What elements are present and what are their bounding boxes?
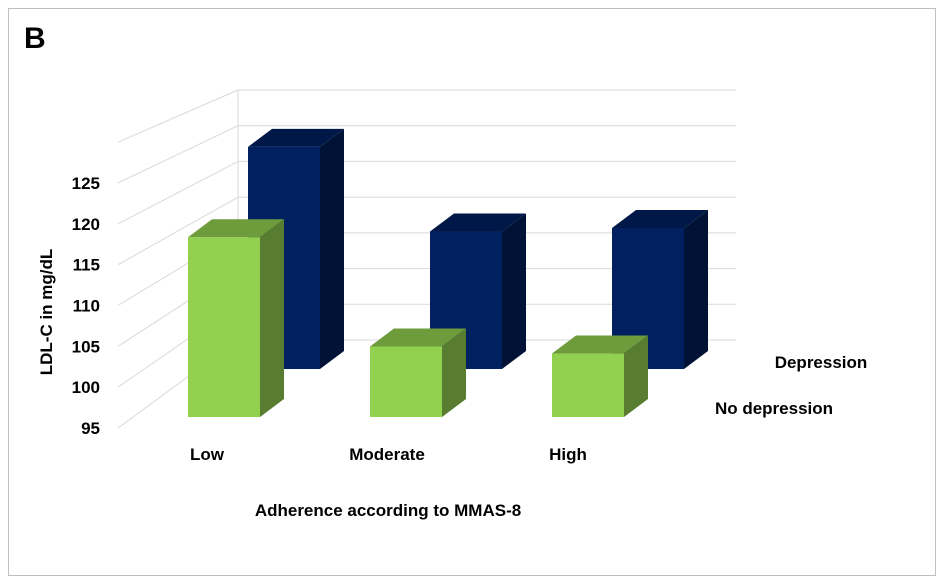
y-tick-label: 100 (72, 378, 100, 397)
gridline (117, 89, 239, 143)
chart-frame (8, 8, 936, 576)
x-tick-label: Moderate (349, 445, 425, 464)
series-label-no-depression: No depression (715, 399, 833, 418)
y-axis-label: LDL-C in mg/dL (37, 249, 56, 376)
bar-depression-high (612, 210, 708, 369)
x-axis-ticks: Low Moderate High (190, 445, 587, 464)
gridline (117, 160, 239, 225)
series-labels: Depression No depression (715, 353, 867, 418)
x-axis-label: Adherence according to MMAS-8 (255, 501, 521, 520)
x-tick-label: Low (190, 445, 225, 464)
gridline (117, 125, 239, 184)
bar-no-depression-low (188, 219, 284, 417)
gridline (117, 196, 239, 266)
depression-bars (248, 128, 708, 369)
panel-label: B (24, 22, 46, 55)
x-tick-label: High (549, 445, 587, 464)
y-tick-label: 110 (73, 297, 100, 316)
y-tick-label: 95 (81, 419, 100, 438)
y-tick-label: 105 (72, 337, 100, 356)
bar-no-depression-high (552, 335, 648, 417)
series-label-depression: Depression (775, 353, 868, 372)
bar-no-depression-moderate (370, 328, 466, 417)
y-tick-label: 120 (72, 215, 100, 234)
y-axis-ticks: 95 100 105 110 115 120 125 (72, 174, 100, 438)
y-tick-label: 115 (73, 256, 100, 275)
y-tick-label: 125 (72, 174, 100, 193)
no-depression-bars (188, 219, 648, 417)
